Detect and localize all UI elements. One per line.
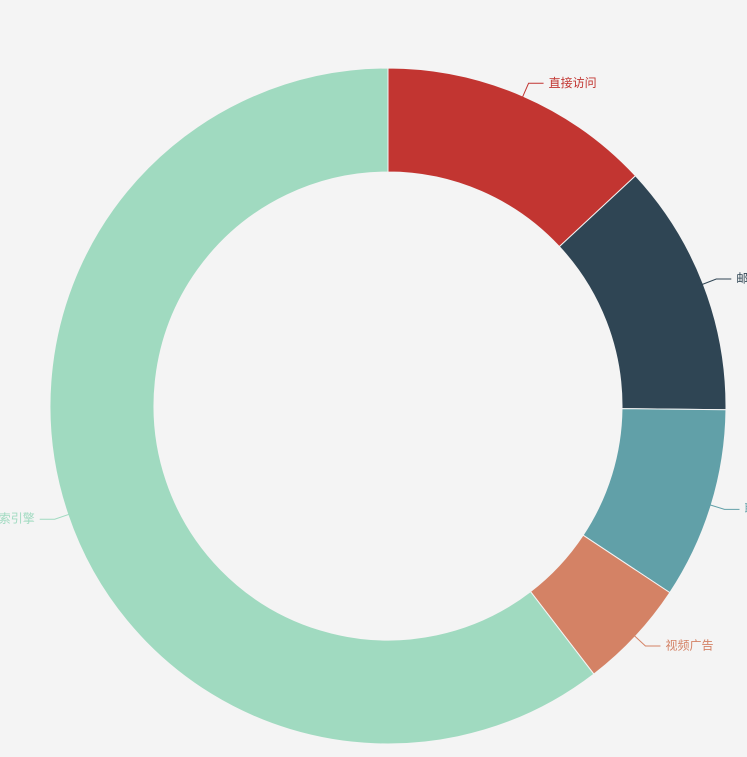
slice bbox=[49, 67, 595, 745]
label-line bbox=[706, 503, 740, 510]
label-line bbox=[698, 278, 732, 287]
label-line bbox=[39, 512, 73, 520]
label-line bbox=[631, 632, 661, 647]
slice-label: 搜索引擎 bbox=[0, 511, 35, 526]
slice-label: 邮件营销 bbox=[736, 272, 747, 286]
slice-label: 直接访问 bbox=[549, 75, 597, 90]
slice-label: 视频广告 bbox=[665, 638, 713, 653]
label-line bbox=[520, 82, 544, 101]
slice-label: 联盟广告 bbox=[744, 502, 747, 516]
